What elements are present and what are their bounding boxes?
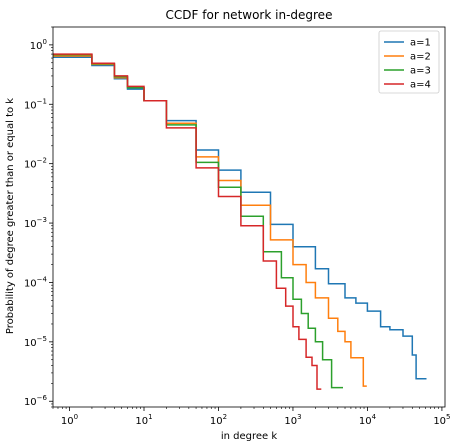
x-axis-label: in degree k [221, 431, 278, 442]
legend-label: a=4 [410, 80, 431, 91]
x-tick-label: 102 [210, 413, 227, 427]
y-tick-label: 100 [30, 38, 47, 52]
x-axis: 100 101 102 103 104 105 [52, 407, 451, 427]
legend-box [378, 30, 440, 94]
x-tick-label: 101 [135, 413, 152, 427]
series-line-4 [53, 53, 322, 390]
legend-label: a=1 [410, 38, 431, 49]
series-line-3 [53, 54, 343, 389]
y-tick-label: 10−6 [24, 394, 48, 408]
y-tick-label: 10−2 [24, 157, 47, 171]
y-axis-label: Probability of degree greater than or eq… [5, 98, 16, 334]
x-tick-label: 104 [359, 413, 377, 427]
y-tick-label: 10−3 [24, 216, 47, 230]
chart-title: CCDF for network in-degree [166, 8, 333, 22]
plot-area [52, 26, 446, 408]
legend-label: a=3 [410, 66, 431, 77]
y-axis: 100 10−1 10−2 10−3 10−4 10−5 10−6 [24, 26, 53, 408]
y-tick-label: 10−5 [24, 335, 47, 349]
y-tick-label: 10−1 [24, 97, 47, 111]
series-layer [53, 53, 427, 390]
x-tick-label: 100 [61, 413, 78, 427]
x-tick-label: 103 [284, 413, 301, 427]
y-tick-label: 10−4 [24, 275, 48, 289]
legend: a=1 a=2 a=3 a=4 [378, 30, 440, 94]
x-tick-label: 105 [433, 413, 450, 427]
legend-label: a=2 [410, 52, 431, 63]
